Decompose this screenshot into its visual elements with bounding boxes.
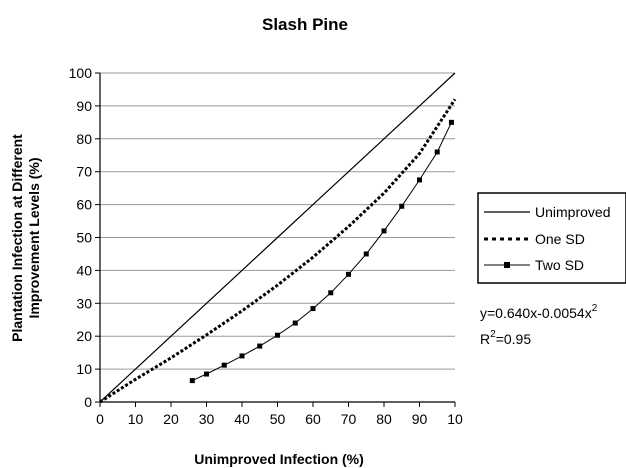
x-tick-label: 20 [163,411,179,427]
legend: Unimproved One SD Two SD [477,192,626,284]
y-tick-label: 90 [76,98,92,114]
data-point-two-sd [204,371,209,377]
data-point-two-sd [399,203,405,209]
data-point-two-sd [257,343,263,349]
data-point-two-sd [221,362,227,368]
x-tick-label: 60 [305,411,321,427]
y-axis-label-line2: Improvement Levels (%) [26,157,42,318]
x-tick-label: 10 [447,411,463,427]
y-tick-label: 0 [84,394,92,410]
x-tick-label: 0 [96,411,104,427]
series-line-one-sd [99,98,457,404]
y-tick-label: 10 [76,361,92,377]
data-point-two-sd [275,332,280,338]
y-tick-label: 50 [76,230,92,246]
y-tick-label: 70 [76,164,92,180]
equation-annotation: y=0.640x-0.0054x2 [480,303,598,321]
y-ticks: 0 10 20 30 40 50 60 70 80 90 100 [69,65,100,410]
data-point-two-sd [434,149,440,155]
x-axis-label: Unimproved Infection (%) [194,451,364,467]
x-ticks: 0 10 20 30 40 50 60 70 80 90 10 [96,402,463,427]
legend-marker-two-sd [504,262,510,268]
series-line-two-sd [192,122,452,382]
y-tick-label: 30 [76,295,92,311]
data-point-two-sd [189,378,195,384]
x-tick-label: 10 [128,411,144,427]
data-point-two-sd [381,228,387,234]
data-point-two-sd [292,320,298,326]
data-point-two-sd [239,353,245,359]
y-tick-label: 40 [76,262,92,278]
y-axis-label-line1: Plantation Infection at Different [9,134,25,342]
legend-label-unimproved: Unimproved [535,204,610,220]
data-point-two-sd [448,119,454,125]
x-tick-label: 70 [341,411,357,427]
data-point-two-sd [328,290,334,296]
legend-label-one-sd: One SD [535,231,585,247]
y-tick-label: 100 [69,65,93,81]
x-tick-label: 90 [412,411,428,427]
x-tick-label: 80 [376,411,392,427]
series-group [99,72,457,404]
chart-title: Slash Pine [262,15,348,34]
r-squared-annotation: R2=0.95 [480,329,531,347]
y-axis-label: Plantation Infection at Different Improv… [9,134,42,342]
y-tick-label: 20 [76,328,92,344]
y-tick-label: 80 [76,131,92,147]
data-point-two-sd [310,306,316,312]
data-point-two-sd [346,271,351,277]
legend-box [477,192,626,284]
series-line-unimproved [99,72,456,403]
legend-label-two-sd: Two SD [535,257,584,273]
grid-lines [100,72,455,370]
data-point-two-sd [363,251,369,257]
x-tick-label: 30 [199,411,215,427]
x-tick-label: 40 [234,411,250,427]
y-tick-label: 60 [76,197,92,213]
x-tick-label: 50 [270,411,286,427]
data-point-two-sd [417,177,422,183]
